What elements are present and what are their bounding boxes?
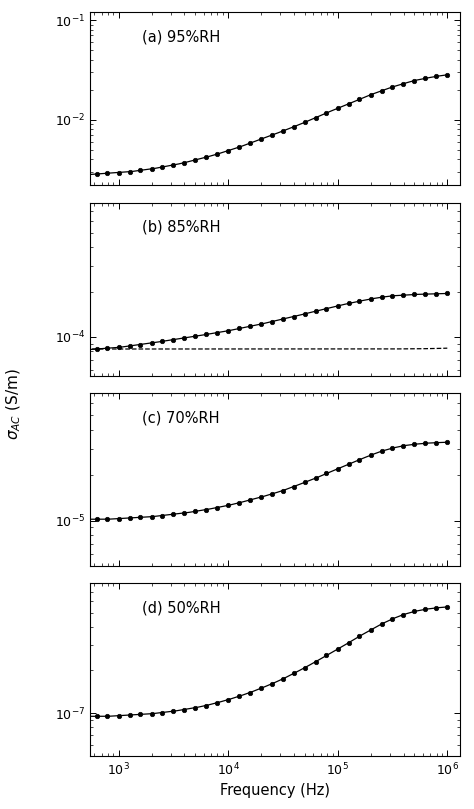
Text: (c) 70%RH: (c) 70%RH: [142, 410, 219, 426]
Text: $\sigma_{AC}$ (S/m): $\sigma_{AC}$ (S/m): [5, 369, 23, 440]
Text: (b) 85%RH: (b) 85%RH: [142, 220, 220, 235]
X-axis label: Frequency (Hz): Frequency (Hz): [220, 783, 330, 798]
Text: (a) 95%RH: (a) 95%RH: [142, 29, 220, 44]
Text: (d) 50%RH: (d) 50%RH: [142, 600, 220, 616]
